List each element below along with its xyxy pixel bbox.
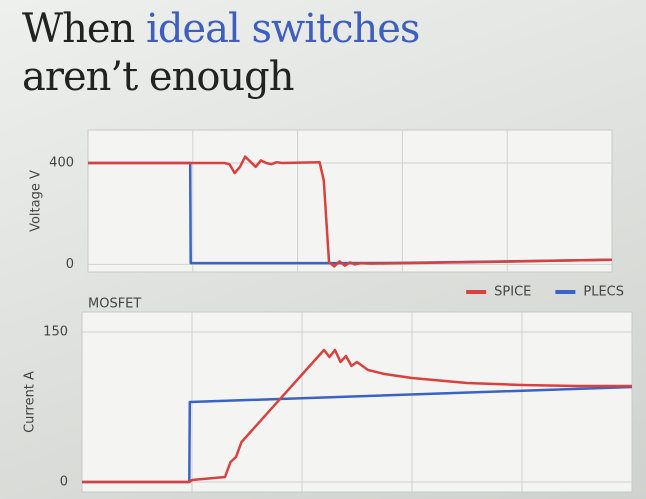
title-line-1: When ideal switches [22,6,420,52]
title-line-2: aren’t enough [22,54,295,100]
y-tick-label: 0 [66,257,74,272]
series-line [88,155,613,268]
y-tick-label: 150 [43,325,68,340]
series-line [82,348,632,484]
y-tick-label: 0 [60,475,68,490]
y-tick-label: 400 [49,155,74,170]
chart-subtitle: MOSFET [88,297,141,312]
legend-label: PLECS [583,285,624,300]
y-axis-label: Current A [23,371,38,433]
y-axis-label: Voltage V [29,170,44,232]
legend-label: SPICE [494,285,531,300]
title-highlight: ideal switches [146,6,420,52]
title-start: When [22,6,135,52]
plot-area [81,311,633,493]
plot-area [87,129,613,273]
